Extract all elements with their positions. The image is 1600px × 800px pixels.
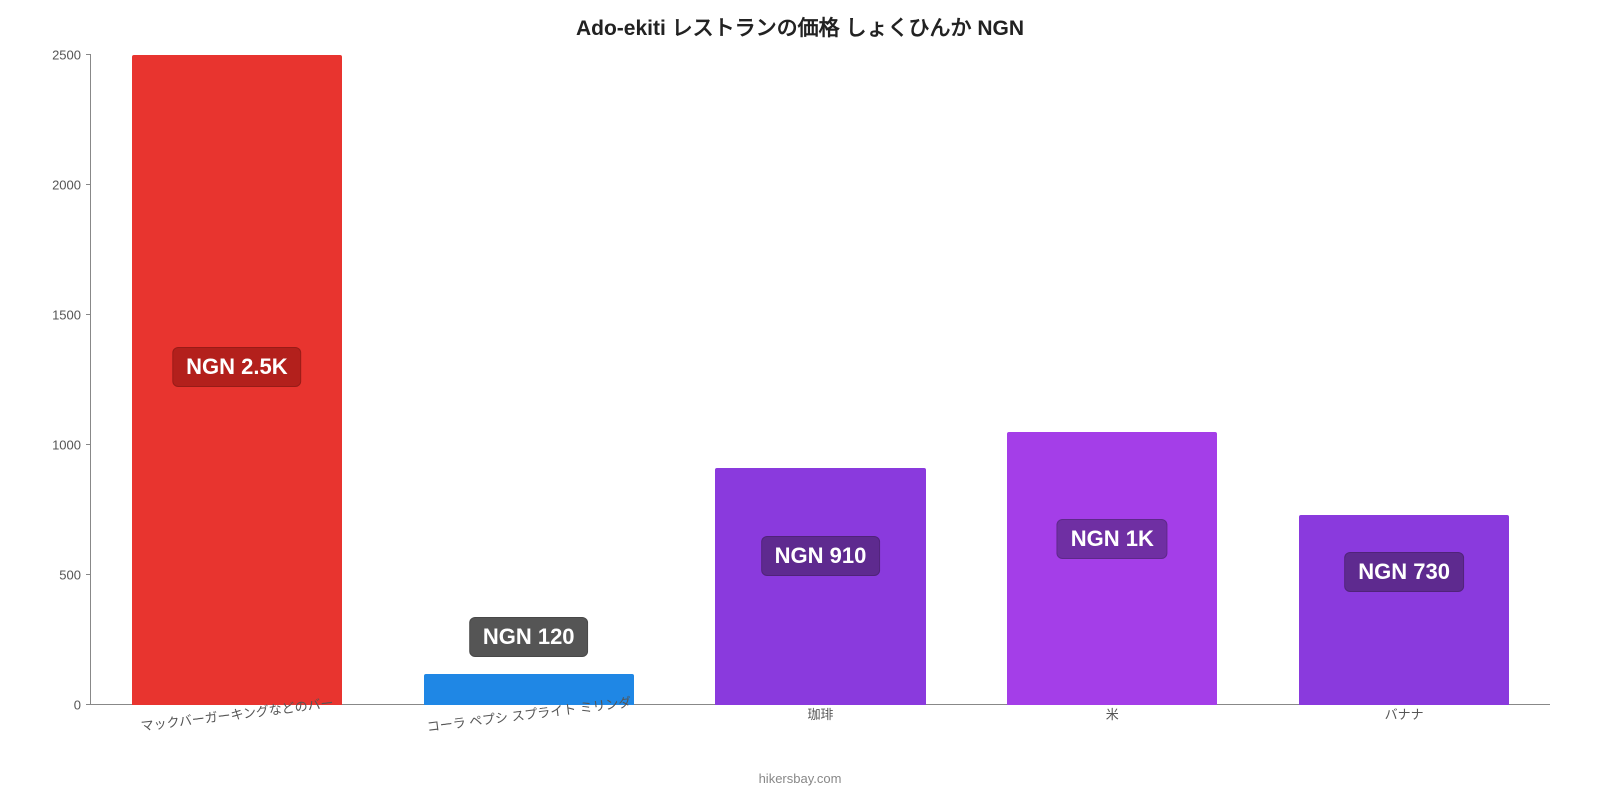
- y-tick-mark: [86, 314, 91, 315]
- bar-value-label: NGN 910: [761, 536, 881, 576]
- x-category-label: 珈琲: [807, 704, 833, 723]
- chart-container: Ado-ekiti レストランの価格 しょくひんか NGN 0500100015…: [0, 0, 1600, 800]
- y-tick-label: 1000: [52, 438, 81, 453]
- y-tick-label: 2500: [52, 48, 81, 63]
- attribution-text: hikersbay.com: [0, 771, 1600, 786]
- plot-area: 05001000150020002500マックバーガーキングなどのバーNGN 2…: [90, 55, 1550, 705]
- y-tick-mark: [86, 704, 91, 705]
- bar: [1007, 432, 1217, 705]
- y-tick-mark: [86, 54, 91, 55]
- y-tick-label: 500: [59, 568, 81, 583]
- bar: [1299, 515, 1509, 705]
- x-category-label: 米: [1106, 704, 1119, 723]
- y-tick-mark: [86, 184, 91, 185]
- chart-title: Ado-ekiti レストランの価格 しょくひんか NGN: [0, 12, 1600, 42]
- y-tick-label: 0: [74, 698, 81, 713]
- bar-value-label: NGN 730: [1344, 552, 1464, 592]
- bar: [715, 468, 925, 705]
- y-tick-mark: [86, 444, 91, 445]
- x-category-label: バナナ: [1385, 704, 1424, 723]
- bar-value-label: NGN 120: [469, 617, 589, 657]
- y-tick-label: 1500: [52, 308, 81, 323]
- y-tick-label: 2000: [52, 178, 81, 193]
- bar-value-label: NGN 1K: [1057, 519, 1168, 559]
- bar-value-label: NGN 2.5K: [172, 347, 301, 387]
- y-tick-mark: [86, 574, 91, 575]
